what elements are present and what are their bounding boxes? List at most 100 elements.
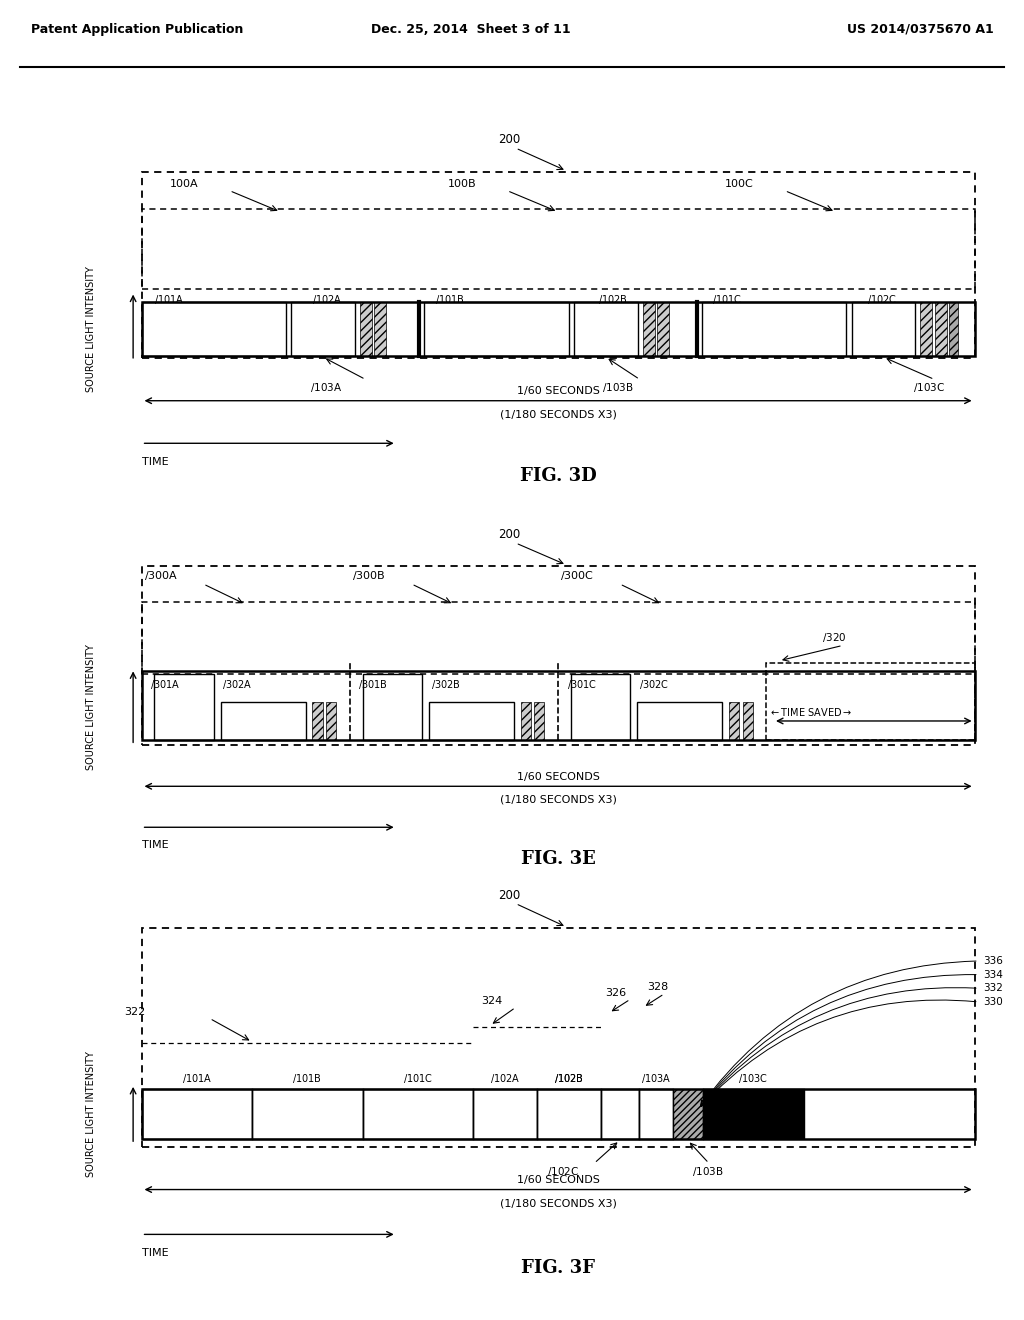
Bar	[429, 702, 514, 741]
Bar	[424, 302, 569, 355]
Text: (1/180 SECONDS X3): (1/180 SECONDS X3)	[500, 409, 616, 420]
Bar	[935, 302, 947, 355]
Bar	[141, 172, 975, 358]
Text: 1/60 SECONDS: 1/60 SECONDS	[517, 772, 599, 783]
Bar	[326, 702, 336, 741]
Text: $/$102C: $/$102C	[867, 293, 897, 306]
Bar	[220, 702, 305, 741]
Bar	[643, 302, 654, 355]
Bar	[141, 928, 975, 1147]
Text: SOURCE LIGHT INTENSITY: SOURCE LIGHT INTENSITY	[86, 644, 95, 770]
Text: $/$101A: $/$101A	[181, 1072, 212, 1085]
Bar	[535, 702, 545, 741]
Text: $/$101B: $/$101B	[434, 293, 465, 306]
Text: 100A: 100A	[170, 180, 199, 189]
Text: 200: 200	[499, 528, 521, 541]
Text: SOURCE LIGHT INTENSITY: SOURCE LIGHT INTENSITY	[86, 265, 95, 392]
Bar	[141, 566, 975, 746]
Text: $/$320: $/$320	[821, 631, 846, 644]
Bar	[537, 1089, 601, 1139]
Text: $/$102B: $/$102B	[554, 1072, 584, 1085]
Text: 1/60 SECONDS: 1/60 SECONDS	[517, 1175, 599, 1185]
Bar	[360, 302, 372, 355]
Text: 334: 334	[983, 970, 1002, 979]
Text: Dec. 25, 2014  Sheet 3 of 11: Dec. 25, 2014 Sheet 3 of 11	[372, 22, 570, 36]
Bar	[362, 673, 422, 741]
Bar	[141, 210, 975, 289]
Text: TIME: TIME	[141, 457, 168, 466]
Bar	[141, 1089, 252, 1139]
Text: $/$300A: $/$300A	[143, 569, 178, 582]
Text: 328: 328	[647, 982, 669, 993]
Bar	[141, 302, 286, 355]
Bar	[375, 302, 386, 355]
Text: 200: 200	[499, 888, 521, 902]
Text: $/$103C: $/$103C	[913, 381, 945, 395]
Text: 200: 200	[499, 133, 521, 147]
Text: $/$301A: $/$301A	[151, 677, 180, 690]
Text: $/$302B: $/$302B	[431, 677, 461, 690]
Text: Patent Application Publication: Patent Application Publication	[31, 22, 243, 36]
Bar	[473, 1089, 537, 1139]
Text: $/$301B: $/$301B	[358, 677, 388, 690]
Bar	[702, 302, 847, 355]
Text: $/$103A: $/$103A	[310, 381, 343, 395]
Text: 324: 324	[481, 995, 503, 1006]
Bar	[570, 673, 631, 741]
Text: SOURCE LIGHT INTENSITY: SOURCE LIGHT INTENSITY	[86, 1051, 95, 1177]
Text: TIME: TIME	[141, 840, 168, 850]
Bar	[702, 1089, 805, 1139]
Bar	[673, 1089, 702, 1139]
Bar	[312, 702, 323, 741]
Text: 330: 330	[983, 997, 1002, 1007]
Text: $/$101C: $/$101C	[713, 293, 742, 306]
Bar	[852, 302, 915, 355]
Text: $/$103A: $/$103A	[641, 1072, 671, 1085]
Text: $/$101C: $/$101C	[402, 1072, 433, 1085]
Text: FIG. 3F: FIG. 3F	[521, 1259, 595, 1276]
Text: 100B: 100B	[447, 180, 476, 189]
Text: $/$101B: $/$101B	[293, 1072, 323, 1085]
Bar	[657, 302, 669, 355]
Bar	[573, 302, 638, 355]
Text: 100C: 100C	[725, 180, 754, 189]
Bar	[520, 702, 530, 741]
Text: $/$102B: $/$102B	[598, 293, 628, 306]
Text: $/$302C: $/$302C	[639, 677, 669, 690]
Text: $/$300C: $/$300C	[560, 569, 594, 582]
Bar	[252, 1089, 362, 1139]
Bar	[766, 664, 975, 741]
Text: (1/180 SECONDS X3): (1/180 SECONDS X3)	[500, 795, 616, 804]
Text: $/$102A: $/$102A	[311, 293, 342, 306]
Text: $/$102C: $/$102C	[548, 1166, 580, 1177]
Text: $/$103B: $/$103B	[692, 1166, 724, 1177]
Text: 326: 326	[605, 987, 626, 998]
Text: TIME: TIME	[141, 1249, 168, 1258]
Text: FIG. 3E: FIG. 3E	[521, 850, 595, 869]
Text: $/$103B: $/$103B	[601, 381, 633, 395]
Text: $/$103C: $/$103C	[738, 1072, 769, 1085]
Text: $\leftarrow$TIME SAVED$\rightarrow$: $\leftarrow$TIME SAVED$\rightarrow$	[769, 706, 852, 718]
Text: $/$301C: $/$301C	[566, 677, 597, 690]
Bar	[155, 673, 214, 741]
Bar	[742, 702, 753, 741]
Text: US 2014/0375670 A1: US 2014/0375670 A1	[847, 22, 993, 36]
Bar	[141, 302, 975, 355]
Bar	[639, 1089, 673, 1139]
Bar	[362, 1089, 473, 1139]
Text: 332: 332	[983, 983, 1002, 994]
Text: $/$102B: $/$102B	[554, 1072, 584, 1085]
Bar	[141, 602, 975, 673]
Text: $/$302A: $/$302A	[222, 677, 253, 690]
Text: $/$101A: $/$101A	[155, 293, 185, 306]
Bar	[921, 302, 932, 355]
Text: $/$300B: $/$300B	[352, 569, 386, 582]
Bar	[949, 302, 957, 355]
Text: 322: 322	[125, 1007, 145, 1016]
Text: FIG. 3D: FIG. 3D	[520, 467, 596, 486]
Text: 1/60 SECONDS: 1/60 SECONDS	[517, 387, 599, 396]
Text: (1/180 SECONDS X3): (1/180 SECONDS X3)	[500, 1199, 616, 1209]
Bar	[600, 1089, 639, 1139]
Bar	[291, 302, 355, 355]
Text: 336: 336	[983, 956, 1002, 966]
